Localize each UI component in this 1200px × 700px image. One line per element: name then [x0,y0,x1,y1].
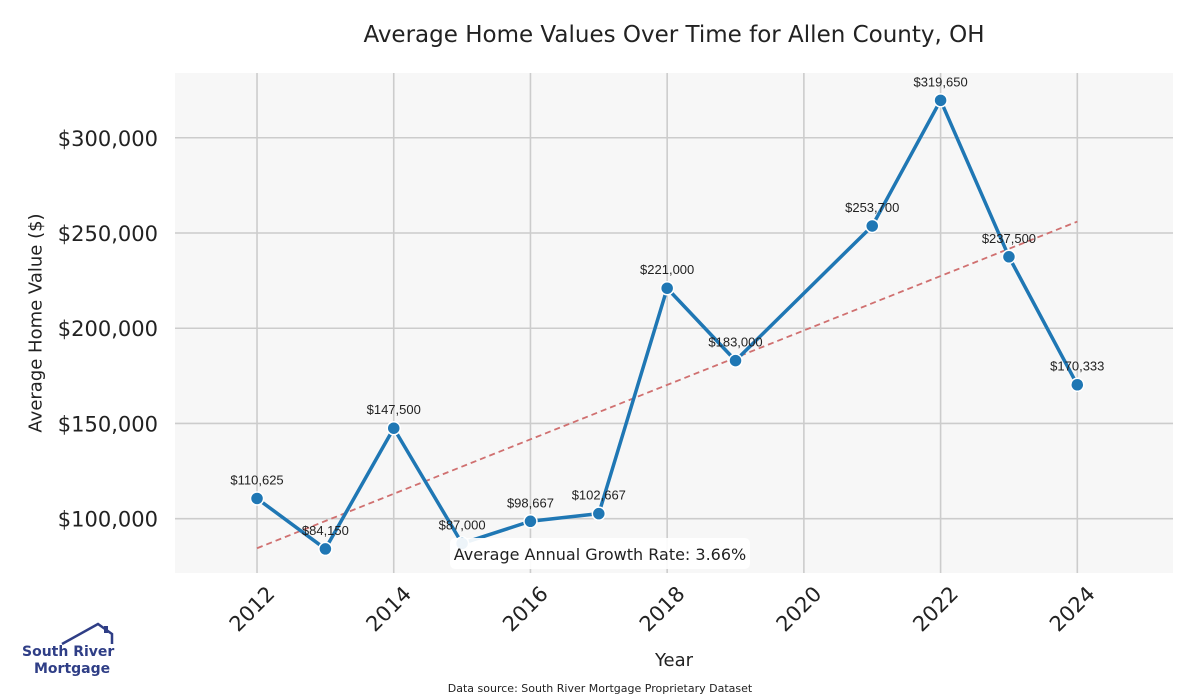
data-label: $221,000 [640,262,694,277]
x-tick-label: 2018 [635,582,690,637]
house-roof-icon [61,622,114,646]
data-label: $253,700 [845,200,899,215]
data-label: $98,667 [507,495,554,510]
growth-rate-annotation: Average Annual Growth Rate: 3.66% [454,545,746,564]
data-point [864,218,880,234]
data-label: $102,667 [572,488,626,503]
data-label: $147,500 [367,402,421,417]
y-tick-label: $300,000 [58,127,158,151]
data-point [1001,249,1017,265]
annotation-box [450,538,750,569]
x-tick-label: 2012 [225,582,280,637]
x-tick-label: 2020 [772,582,827,637]
x-tick-label: 2014 [361,582,416,637]
data-point [1070,377,1085,392]
y-tick-label: $250,000 [58,222,158,246]
data-point [318,541,333,557]
data-point [933,93,948,108]
data-point [386,420,401,436]
y-tick-label: $100,000 [58,508,158,532]
y-tick-label: $200,000 [58,317,158,341]
data-point [591,506,607,521]
x-tick-label: 2022 [908,582,963,637]
data-label: $319,650 [913,74,967,89]
data-point [728,353,743,368]
data-label: $110,625 [230,472,283,487]
logo-text-line2: Mortgage [34,661,111,677]
data-point [249,491,265,506]
data-label: $237,500 [982,231,1036,246]
data-label: $183,000 [708,335,762,350]
y-axis-label: Average Home Value ($) [25,213,47,433]
company-logo: South River Mortgage [20,622,120,682]
x-axis-label: Year [654,650,694,671]
data-source-note: Data source: South River Mortgage Propri… [447,682,753,695]
x-tick-label: 2024 [1045,582,1100,637]
trend-line [256,220,1078,550]
data-point [523,514,538,529]
logo-text-line1: South River [22,644,115,660]
chart-title: Average Home Values Over Time for Allen … [363,22,985,48]
series-line [255,98,1079,551]
x-tick-label: 2016 [498,582,553,637]
data-label: $84,150 [302,523,349,538]
plot-background [175,73,1173,573]
data-label: $170,333 [1050,359,1104,374]
y-tick-label: $150,000 [58,412,158,436]
data-label: $87,000 [439,517,486,532]
data-point [659,280,675,296]
